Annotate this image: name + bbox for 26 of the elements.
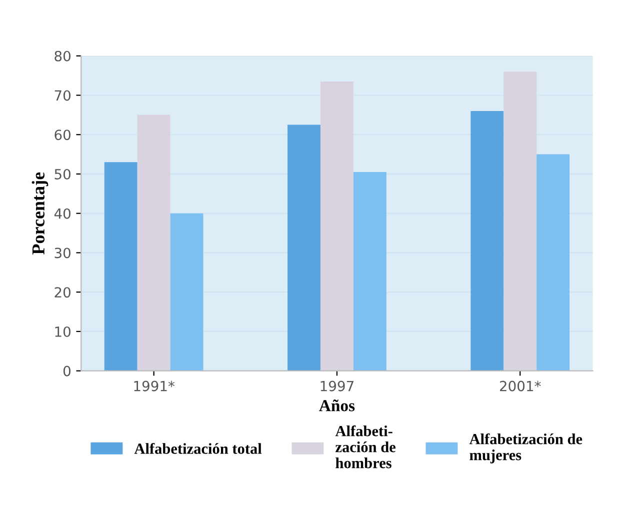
- x-tick-label: 1997: [320, 380, 354, 392]
- legend-label: Alfabetización de mujeres: [469, 433, 582, 464]
- bar: [470, 111, 504, 371]
- bar: [353, 172, 386, 371]
- y-tick-label: 10: [55, 326, 70, 337]
- y-tick-label: 80: [54, 50, 70, 62]
- legend-label: Alfabetización total: [134, 442, 262, 454]
- bar: [137, 114, 170, 371]
- bar: [104, 162, 138, 371]
- bar: [320, 81, 354, 371]
- y-tick-label: 70: [54, 90, 70, 101]
- x-axis-title: Años: [319, 400, 355, 412]
- legend-label: Alfabeti- zación de hombres: [335, 425, 396, 468]
- x-tick-label: 2001*: [500, 380, 541, 392]
- bar: [504, 72, 537, 371]
- bar: [536, 154, 570, 371]
- y-tick-label: 50: [54, 168, 70, 180]
- y-axis-title: Porcentaje: [32, 172, 48, 254]
- y-tick-label: 30: [54, 248, 70, 258]
- bar: [170, 213, 204, 371]
- y-tick-label: 0: [63, 366, 70, 376]
- y-tick-label: 20: [54, 287, 70, 298]
- y-tick-label: 60: [54, 130, 70, 140]
- y-tick-label: 40: [54, 208, 70, 219]
- bar: [288, 124, 320, 371]
- x-tick-label: 1991*: [134, 380, 175, 392]
